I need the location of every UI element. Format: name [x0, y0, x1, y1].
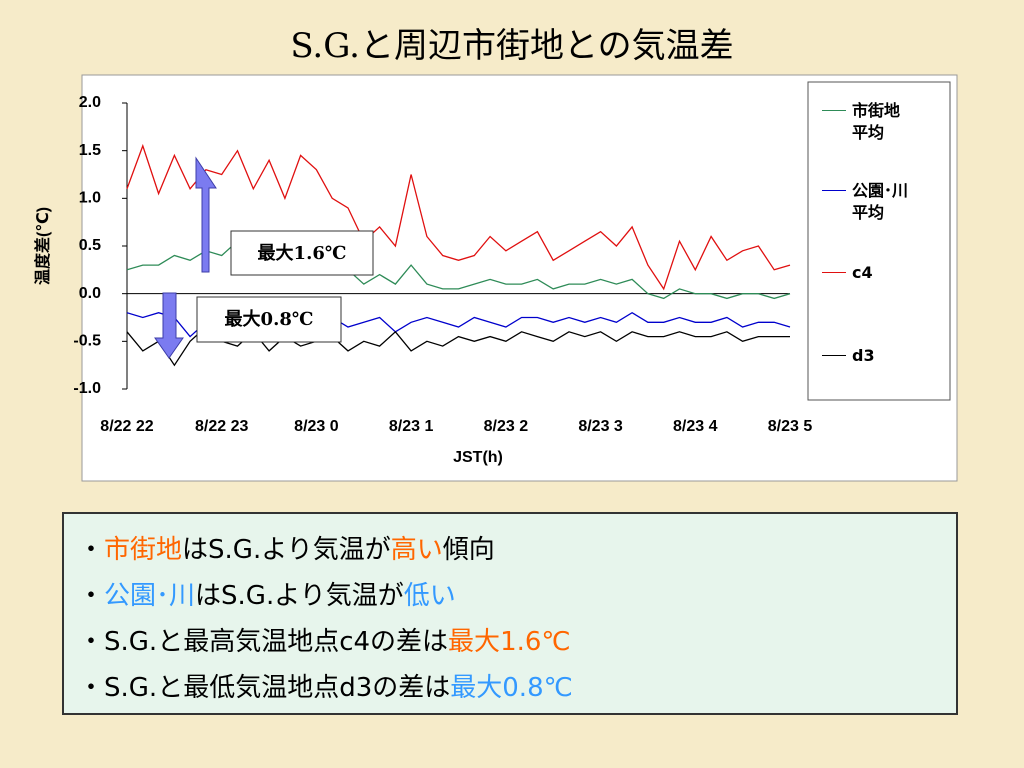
legend-label: 公園･川平均	[852, 181, 909, 222]
x-tick-label: 8/23 0	[294, 418, 339, 435]
bullet-text: ・	[78, 673, 105, 703]
arrow-down	[154, 292, 184, 359]
x-tick-label: 8/23 5	[768, 418, 813, 435]
series-line	[126, 143, 791, 291]
arrow-up	[195, 156, 217, 273]
bullet-text: 市街地	[104, 535, 183, 565]
annotation: 最大0.8℃	[225, 308, 314, 330]
bullet-text: 公園･川	[104, 581, 196, 611]
bullet: ・市街地はS.G.より気温が高い傾向	[78, 526, 942, 572]
x-tick-label: 8/22 23	[195, 418, 248, 435]
bullet-text: 傾向	[442, 535, 495, 565]
bullet-text: S.G.と最高気温地点c4の差は	[104, 627, 449, 657]
bullet-text: 最大	[450, 673, 503, 703]
bullet-text: はS.G.より気温が	[195, 581, 404, 611]
legend-label: d3	[852, 346, 875, 365]
x-tick-label: 8/23 3	[578, 418, 623, 435]
y-tick-label: -1.0	[73, 380, 101, 397]
x-axis-label: JST(h)	[453, 449, 503, 466]
bullet-box: ・市街地はS.G.より気温が高い傾向 ・公園･川はS.G.より気温が低い ・S.G.…	[62, 512, 958, 715]
legend-entry: 市街地平均	[822, 100, 914, 144]
y-tick-label: 0.5	[79, 237, 101, 254]
legend-label: 市街地平均	[852, 101, 901, 142]
bullet-text: はS.G.より気温が	[182, 535, 391, 565]
bullet-text: 1.6℃	[500, 627, 571, 657]
bullet: ・公園･川はS.G.より気温が低い	[78, 572, 942, 618]
legend-swatch	[822, 190, 846, 191]
bullet: ・S.G.と最低気温地点d3の差は最大0.8℃	[78, 664, 942, 710]
bullet-text: ・	[78, 535, 105, 565]
bullet: ・S.G.と最高気温地点c4の差は最大1.6℃	[78, 618, 942, 664]
bullet-text: 低い	[403, 581, 456, 611]
legend-frame	[807, 81, 951, 401]
y-tick-label: -0.5	[73, 333, 101, 350]
x-tick-label: 8/23 4	[673, 418, 718, 435]
y-axis-label: 温度差(℃)	[33, 207, 52, 286]
bullet-text: ・	[78, 627, 105, 657]
bullet-text: ・	[78, 581, 105, 611]
x-tick-label: 8/22 22	[100, 418, 153, 435]
bullet-text: 高い	[390, 535, 443, 565]
slide-title: S.G.と周辺市街地との気温差	[290, 26, 734, 66]
annotation-box	[196, 296, 342, 343]
legend-swatch	[822, 272, 846, 273]
legend-entry: 公園･川平均	[822, 180, 914, 224]
legend-entry: d3	[822, 345, 914, 367]
legend-label: c4	[852, 263, 873, 282]
y-tick-label: 0.0	[79, 285, 101, 302]
bullet-text: 0.8℃	[502, 673, 573, 703]
annotation-box	[230, 230, 374, 276]
x-tick-label: 8/23 2	[484, 418, 529, 435]
legend-entry: c4	[822, 262, 914, 284]
bullet-text: S.G.と最低気温地点d3の差は	[104, 673, 451, 703]
annotation: 最大1.6℃	[258, 242, 347, 264]
legend-swatch	[822, 110, 846, 111]
y-tick-label: 1.0	[79, 190, 101, 207]
y-tick-label: 2.0	[79, 94, 101, 111]
legend-swatch	[822, 355, 846, 356]
bullet-text: 最大	[448, 627, 501, 657]
series-line	[126, 326, 790, 367]
x-tick-label: 8/23 1	[389, 418, 434, 435]
y-tick-label: 1.5	[79, 142, 101, 159]
